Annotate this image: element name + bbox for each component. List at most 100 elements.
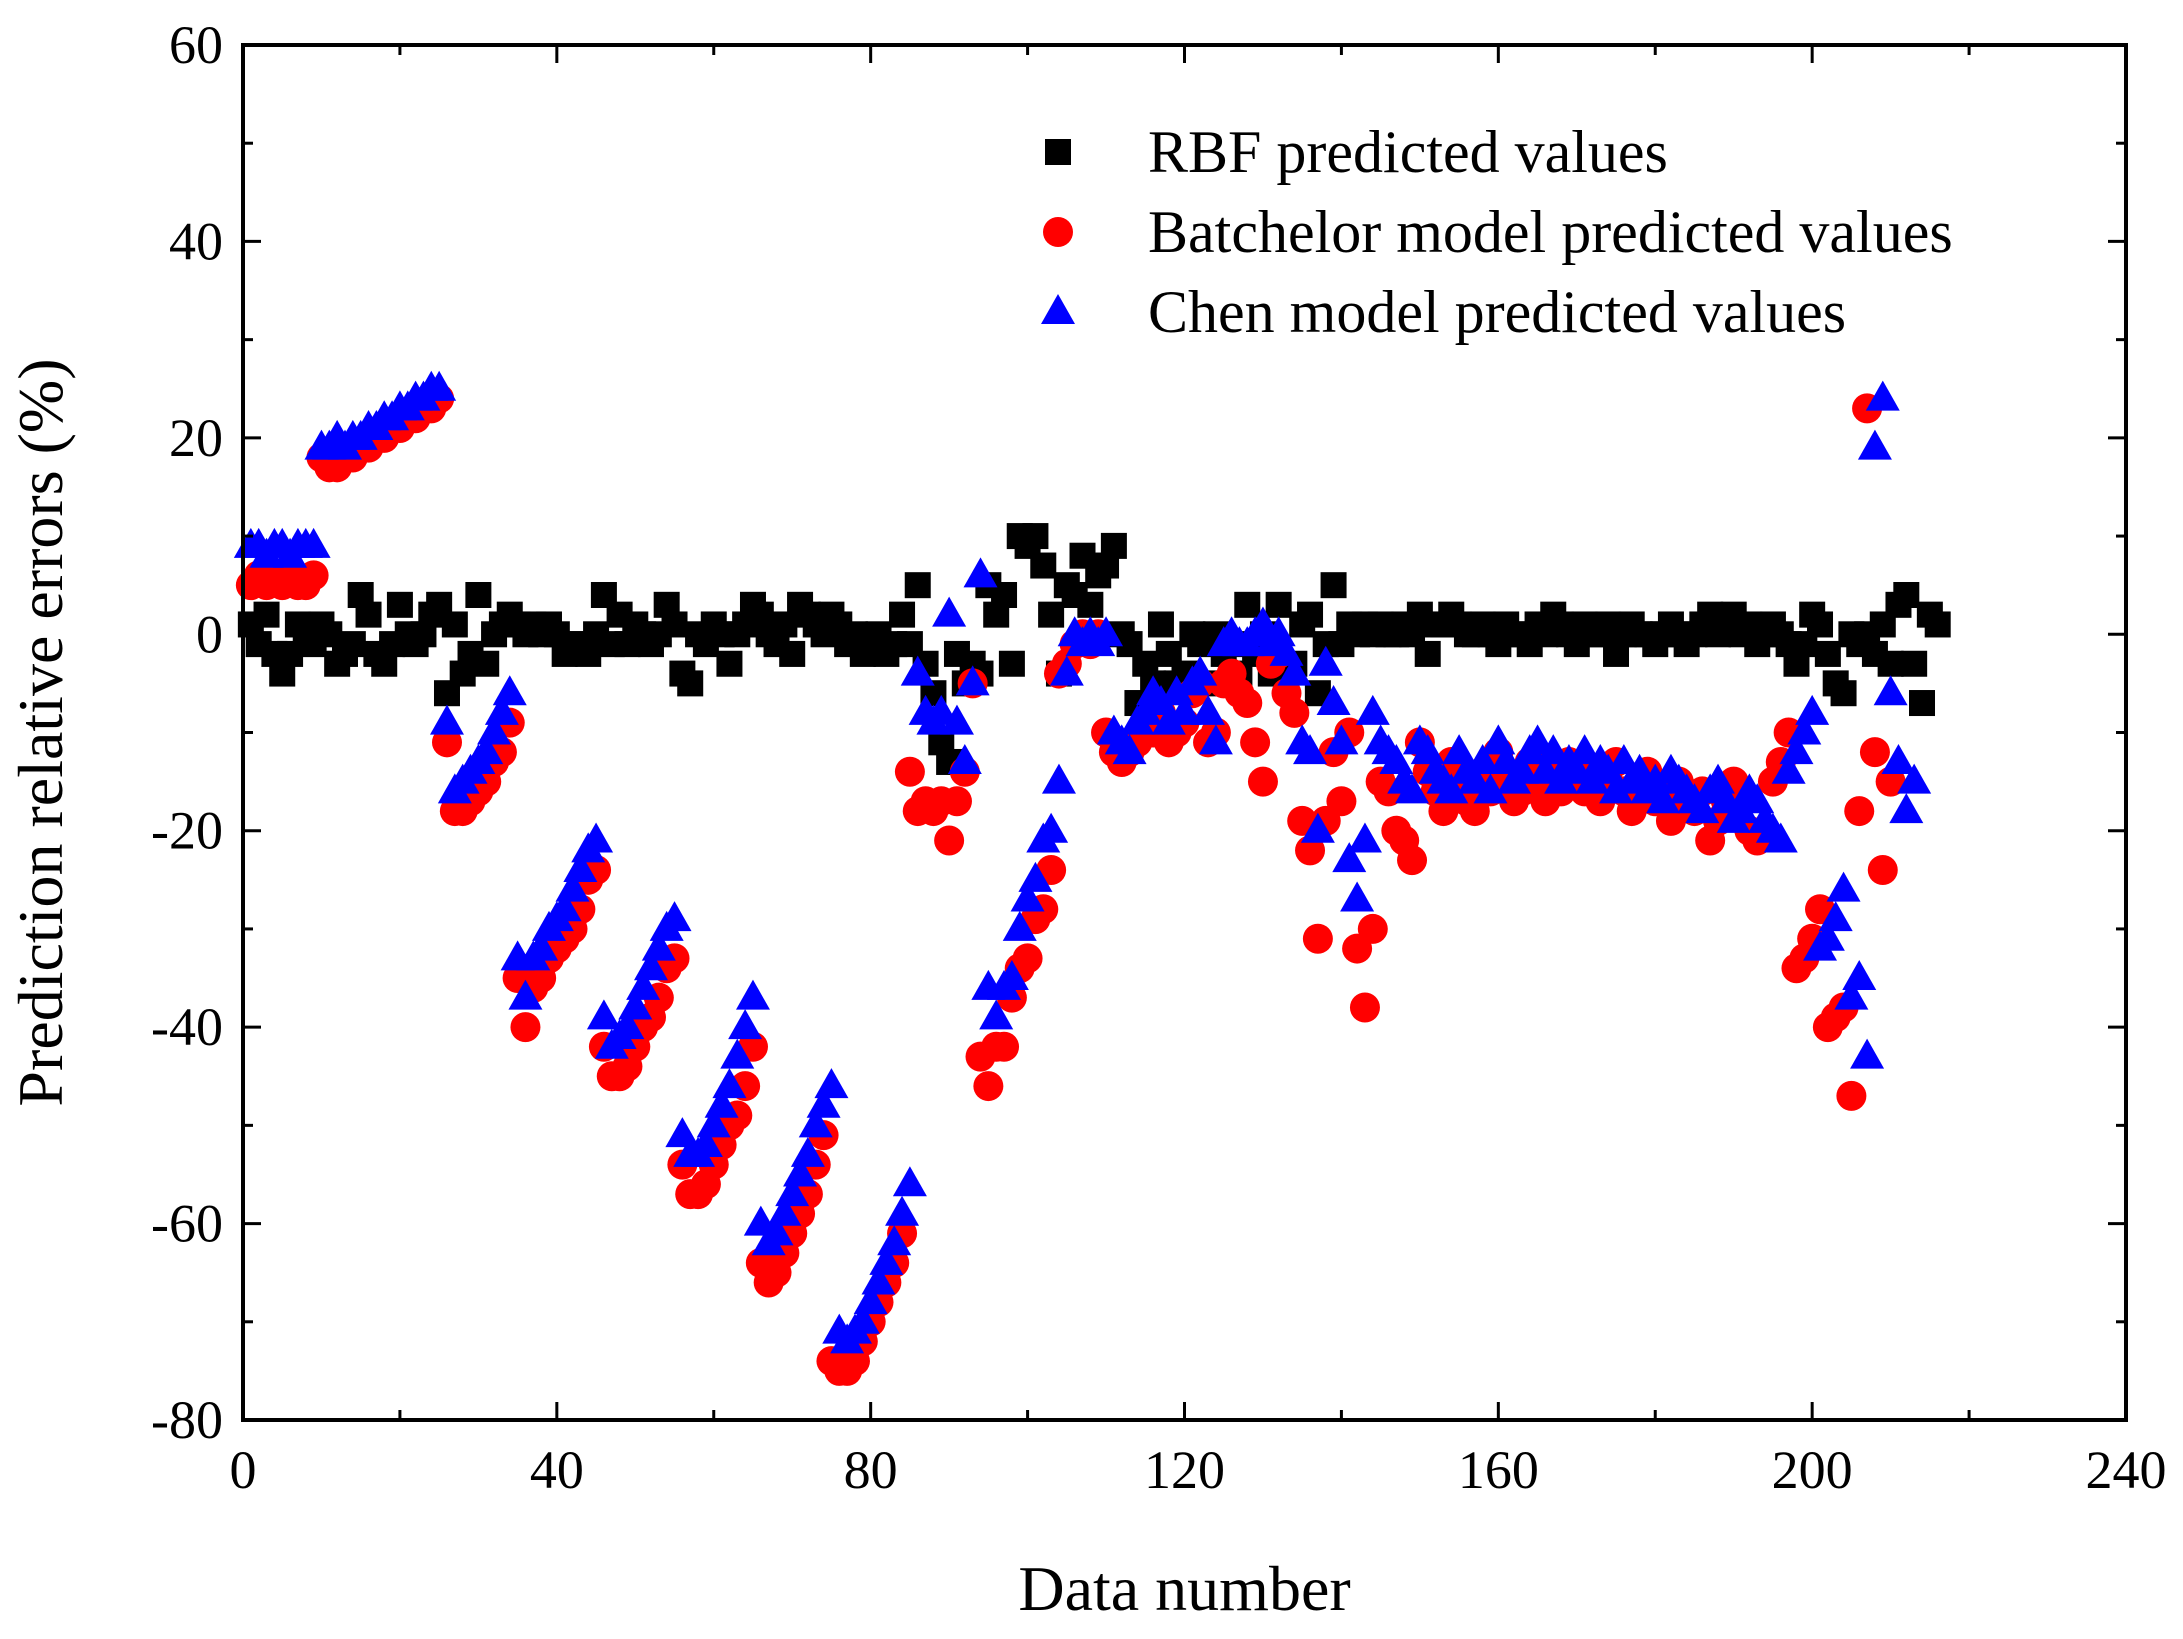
triangle-point [1340,881,1375,912]
triangle-point [1010,881,1045,912]
triangle-point [869,1244,904,1275]
triangle-point [1763,822,1798,853]
square-point [1077,591,1104,618]
square-point [465,582,492,608]
y-tick-label: 60 [169,15,223,75]
triangle-point [853,1284,888,1315]
triangle-point [633,950,668,981]
square-point [1814,640,1841,667]
y-tick-label: 20 [169,408,223,468]
square-point [1265,591,1292,618]
y-tick-label: -40 [151,997,223,1057]
legend-marker-chen [1041,294,1075,324]
triangle-point [790,1136,825,1167]
triangle-point [1465,743,1500,774]
triangle-point [1842,960,1877,991]
triangle-point [1787,714,1822,745]
circle-point [1279,697,1310,728]
y-axis-title: Prediction relative errors (%) [5,358,76,1106]
triangle-point [1049,655,1084,686]
triangle-point [947,743,982,774]
triangle-point [1002,910,1037,941]
triangle-point [1567,734,1602,765]
x-tick-label: 200 [1772,1440,1853,1500]
square-point [1297,601,1324,628]
triangle-point [704,1087,739,1118]
triangle-point [783,1156,818,1187]
triangle-point [586,999,621,1030]
circle-point [894,756,925,787]
triangle-point [939,704,974,735]
triangle-point [1520,724,1555,755]
square-point [1830,680,1857,707]
triangle-point [1481,724,1516,755]
triangle-point [1395,773,1430,804]
y-tick-label: 0 [196,604,223,664]
triangle-point [1089,616,1124,647]
triangle-point [1795,694,1830,725]
circle-point [1012,943,1043,974]
triangle-point [1457,763,1492,794]
triangle-point [979,999,1014,1030]
triangle-point [1857,429,1892,460]
triangle-point [759,1215,794,1246]
square-point [1414,640,1441,667]
circle-point [298,560,329,591]
triangle-point [1818,901,1853,932]
square-point [1234,591,1261,618]
triangle-point [1198,724,1233,755]
triangle-point [626,969,661,1000]
triangle-point [524,930,559,961]
triangle-point [555,871,590,902]
circle-point [1397,845,1428,876]
triangle-point [994,960,1029,991]
square-point [1924,611,1951,638]
triangle-point [798,1107,833,1138]
triangle-point [657,901,692,932]
triangle-point [1018,861,1053,892]
legend-label-batchelor: Batchelor model predicted values [1148,199,1953,265]
square-point [998,650,1025,677]
triangle-point [477,714,512,745]
triangle-point [720,1038,755,1069]
square-point [253,601,280,628]
square-point [473,650,500,677]
triangle-point [1536,734,1571,765]
circle-point [1875,766,1906,797]
square-point [716,650,743,677]
circle-point [1859,737,1890,768]
triangle-point [1724,793,1759,824]
square-point [889,601,916,628]
axis-ticks [241,43,2128,1422]
legend-marker-batchelor [1043,217,1073,247]
square-point [1030,552,1057,579]
triangle-point [1850,1038,1885,1069]
square-point [1100,532,1127,559]
triangle-point [469,734,504,765]
triangle-point [932,596,967,627]
x-tick-label: 240 [2086,1440,2167,1500]
circle-point [1240,727,1271,758]
triangle-point [1889,793,1924,824]
circle-point [431,727,462,758]
triangle-point [877,1225,912,1256]
triangle-point [1324,724,1359,755]
triangle-point [1128,694,1163,725]
triangle-point [1355,694,1390,725]
triangle-point [641,930,676,961]
square-point [1022,523,1049,550]
triangle-point [492,675,527,706]
square-point [386,591,413,618]
triangle-point [955,665,990,696]
triangle-point [712,1068,747,1099]
square-point [1320,572,1347,599]
triangle-point [610,1009,645,1040]
x-axis-title: Data number [1018,1553,1350,1624]
legend: RBF predicted values Batchelor model pre… [1041,119,1953,345]
triangle-point [728,1009,763,1040]
square-point [1807,611,1834,638]
triangle-point [806,1087,841,1118]
circle-point [934,825,965,856]
triangle-point [1685,793,1720,824]
